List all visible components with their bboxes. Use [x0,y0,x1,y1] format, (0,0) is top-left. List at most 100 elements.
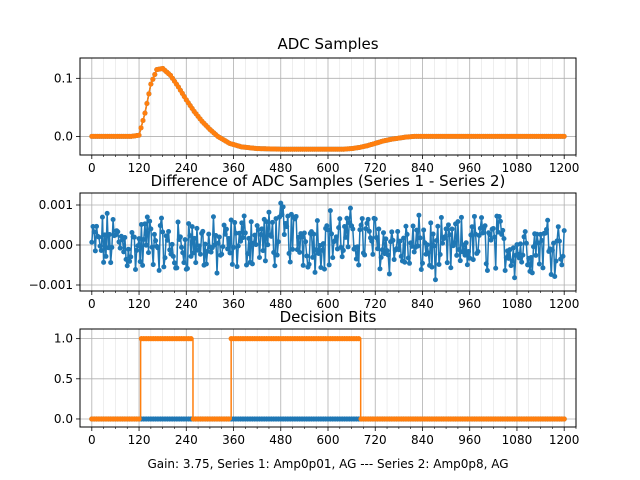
data-point [435,223,441,229]
data-point [310,254,316,260]
data-point [92,248,98,254]
data-point [135,243,141,249]
data-point [533,252,539,258]
data-point [234,264,240,270]
data-point [181,260,187,266]
data-point [220,244,226,250]
data-point [227,250,233,256]
data-point [219,251,225,257]
data-point [447,232,453,238]
data-point [235,243,241,249]
tick-label-x: 720 [364,161,387,175]
data-point [336,225,342,231]
data-point [163,233,169,239]
tick-label-x: 1080 [502,297,533,311]
data-point [107,232,113,238]
data-point [530,244,536,250]
data-point [464,262,470,268]
data-point [366,228,372,234]
data-point [390,237,396,243]
data-point [265,242,271,248]
data-point [495,229,501,235]
data-point [404,231,410,237]
data-point [383,236,389,242]
data-point [158,215,164,221]
data-point [469,224,475,230]
data-point [257,254,263,260]
data-point [405,255,411,261]
data-point [136,236,142,242]
plot-area: 0 120 240 360 480 600 720 840 960 1080 1200 −0.001 0… [29,192,579,311]
data-point [239,220,245,226]
tick-label-x: 720 [364,297,387,311]
panel-title: Difference of ADC Samples (Series 1 - Se… [151,172,506,190]
tick-label-x: 960 [458,161,481,175]
data-point [134,247,140,253]
data-point [395,229,401,235]
data-point [190,250,196,256]
data-point [401,235,407,241]
data-point [502,268,508,274]
data-point [279,212,285,218]
data-point [167,247,173,253]
data-point [509,258,515,264]
data-point [136,416,142,422]
data-point [101,259,107,265]
data-point [561,228,567,234]
tick-label-x: 840 [411,433,434,447]
data-point [508,263,514,269]
data-point [389,229,395,235]
data-point [153,238,159,244]
data-point [194,225,200,231]
data-point [316,250,322,256]
data-point [147,218,153,224]
data-point [171,260,177,266]
data-point [195,247,201,253]
figure-footer-label: Gain: 3.75, Series 1: Amp0p01, AG --- Se… [147,457,508,471]
data-point [363,226,369,232]
data-point [510,245,516,251]
data-point [221,222,227,228]
panel-decision-bits: Decision Bits 0 120 240 360 480 600 720 840 960 1… [54,308,580,447]
data-point [398,253,404,259]
data-point [278,200,284,206]
data-point [280,204,286,210]
data-point [228,217,234,223]
data-point [179,244,185,250]
data-point [121,249,127,255]
data-point [330,255,336,261]
data-point [512,275,518,281]
data-point [443,226,449,232]
data-point [264,219,270,225]
data-point [520,252,526,258]
data-point [551,240,557,246]
data-point [475,249,481,255]
data-point [539,238,545,244]
data-point [108,260,114,266]
data-point [528,254,534,260]
data-point [337,216,343,222]
data-point [248,219,254,225]
data-point [419,260,425,266]
plot-area: 0 120 240 360 480 600 720 840 960 1080 1200 0.0 0.1 [54,57,579,175]
data-point [525,262,531,268]
data-point [451,240,457,246]
data-point [379,247,385,253]
data-point [274,252,280,258]
data-point [208,249,214,255]
data-point [438,215,444,221]
data-point [493,265,499,271]
tick-label-y: 0.001 [39,198,73,212]
data-point [137,259,143,265]
data-point [497,218,503,224]
data-point [206,231,212,237]
data-point [193,260,199,266]
data-point [353,256,359,262]
data-point [271,250,277,256]
data-point [148,81,154,87]
tick-label-x: 720 [364,433,387,447]
data-point [385,252,391,258]
data-point [482,223,488,229]
data-point [232,220,238,226]
